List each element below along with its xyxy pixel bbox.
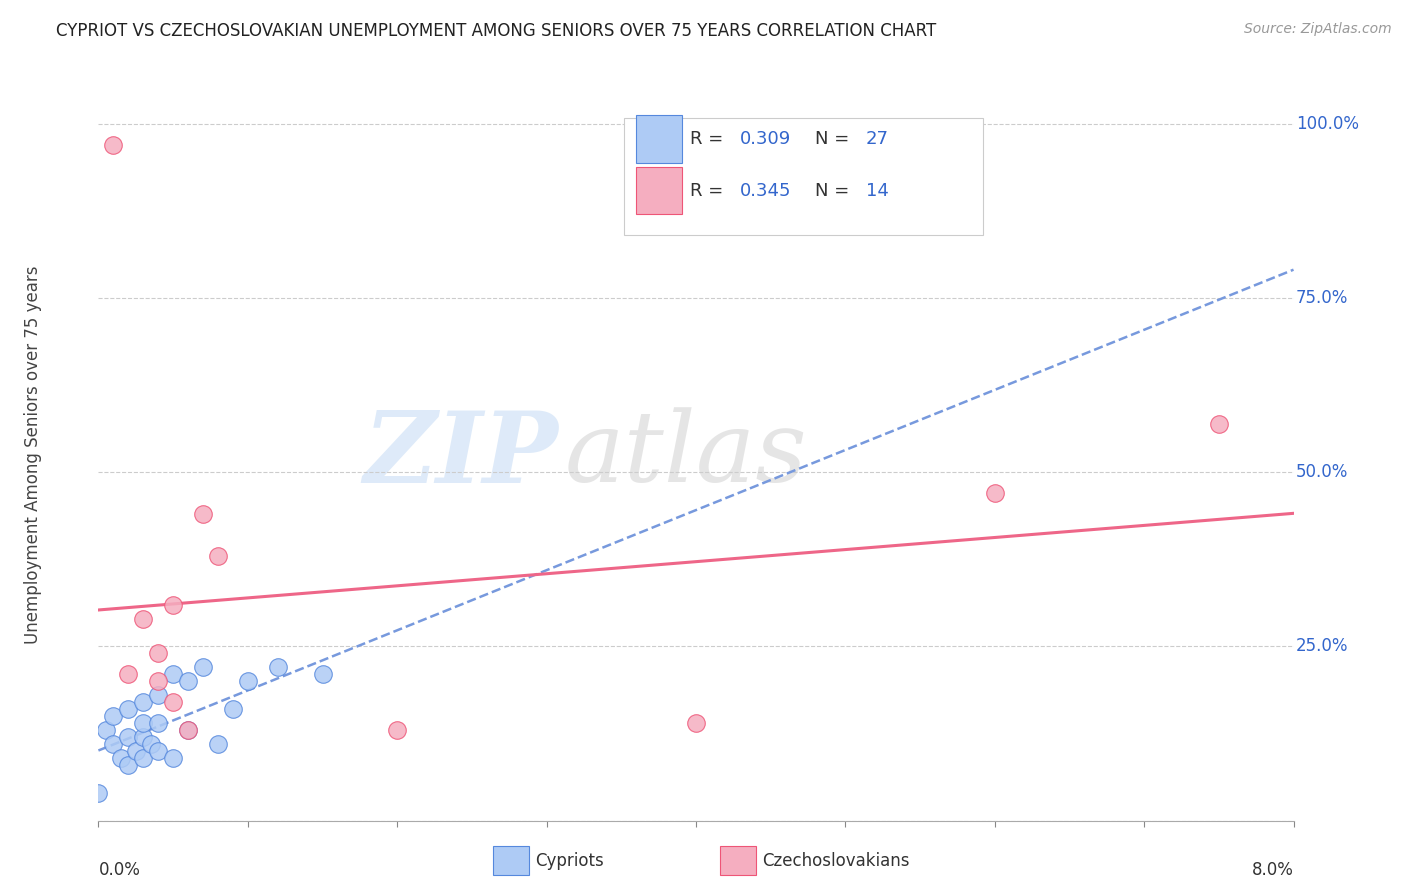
Point: [94, 723, 117, 737]
Text: Cypriots: Cypriots: [534, 852, 603, 870]
Text: R =: R =: [690, 130, 728, 148]
Bar: [624, 119, 983, 235]
Point: [191, 507, 214, 521]
Point: [132, 730, 155, 744]
Point: [207, 737, 229, 751]
Point: [162, 667, 184, 681]
Point: [311, 667, 333, 681]
Text: 8.0%: 8.0%: [1251, 861, 1294, 879]
Point: [191, 660, 214, 674]
Point: [110, 751, 132, 765]
Point: [222, 702, 245, 716]
Text: Czechoslovakians: Czechoslovakians: [762, 852, 910, 870]
Point: [162, 598, 184, 612]
Text: 0.309: 0.309: [740, 130, 792, 148]
Text: Unemployment Among Seniors over 75 years: Unemployment Among Seniors over 75 years: [24, 266, 42, 644]
Point: [103, 709, 125, 723]
Bar: [720, 847, 756, 876]
Text: 14: 14: [866, 182, 889, 200]
Point: [177, 723, 200, 737]
Point: [983, 486, 1005, 500]
Text: 25.0%: 25.0%: [1296, 638, 1348, 656]
Point: [139, 737, 162, 751]
Point: [117, 730, 139, 744]
Text: N =: N =: [815, 182, 855, 200]
Text: R =: R =: [690, 182, 728, 200]
Point: [132, 716, 155, 731]
Point: [87, 786, 110, 800]
Point: [148, 688, 170, 702]
Point: [267, 660, 290, 674]
Text: Source: ZipAtlas.com: Source: ZipAtlas.com: [1244, 22, 1392, 37]
Text: 0.0%: 0.0%: [98, 861, 141, 879]
Text: 0.345: 0.345: [740, 182, 792, 200]
Point: [117, 667, 139, 681]
Point: [148, 716, 170, 731]
Point: [385, 723, 409, 737]
Text: N =: N =: [815, 130, 855, 148]
Text: 100.0%: 100.0%: [1296, 115, 1360, 133]
Point: [117, 702, 139, 716]
Bar: [494, 847, 529, 876]
Point: [103, 737, 125, 751]
Point: [148, 674, 170, 689]
Point: [148, 647, 170, 661]
Text: 27: 27: [866, 130, 889, 148]
Bar: [636, 115, 682, 163]
Point: [207, 549, 229, 563]
Text: CYPRIOT VS CZECHOSLOVAKIAN UNEMPLOYMENT AMONG SENIORS OVER 75 YEARS CORRELATION : CYPRIOT VS CZECHOSLOVAKIAN UNEMPLOYMENT …: [56, 22, 936, 40]
Point: [117, 758, 139, 772]
Point: [177, 674, 200, 689]
Point: [132, 695, 155, 709]
Point: [132, 612, 155, 626]
Point: [148, 744, 170, 758]
Point: [162, 695, 184, 709]
Point: [125, 744, 148, 758]
Point: [685, 716, 707, 731]
Point: [132, 751, 155, 765]
Point: [177, 723, 200, 737]
Text: 50.0%: 50.0%: [1296, 463, 1348, 482]
Point: [162, 751, 184, 765]
Point: [103, 137, 125, 152]
Text: atlas: atlas: [565, 408, 807, 502]
Text: 75.0%: 75.0%: [1296, 289, 1348, 307]
Point: [236, 674, 259, 689]
Bar: [636, 167, 682, 214]
Text: ZIP: ZIP: [364, 407, 558, 503]
Point: [1208, 417, 1230, 431]
